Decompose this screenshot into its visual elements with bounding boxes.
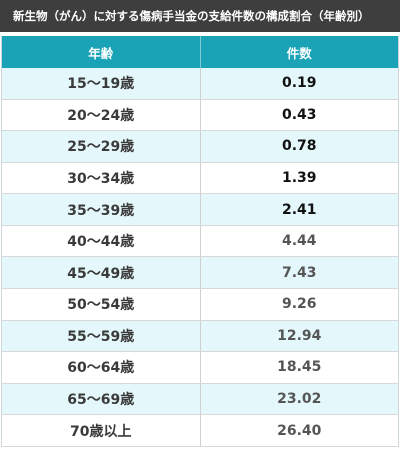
age-cell: 55〜59歳 [2,320,201,352]
value-cell: 0.19 [281,75,317,92]
age-cell: 45〜49歳 [2,257,201,289]
table-row: 60〜64歳 18.45 [2,352,398,384]
value-cell: 12.94 [277,327,322,344]
table-row: 25〜29歳 0.78 [2,131,398,163]
age-cell: 35〜39歳 [2,194,201,225]
table-row: 30〜34歳 1.39 [2,162,398,195]
value-cell: 26.40 [277,422,322,439]
value-cell: 9.26 [281,296,317,313]
value-cell: 0.78 [281,138,317,155]
table-row: 40〜44歳 4.44 [2,225,398,258]
age-cell: 25〜29歳 [2,131,201,162]
value-cell: 23.02 [277,391,322,408]
table-row: 15〜19歳 0.19 [2,68,398,100]
table-row: 50〜54歳 9.26 [2,289,398,321]
table-row: 55〜59歳 12.94 [2,320,398,353]
table-body: 15〜19歳 0.19 20〜24歳 0.43 25〜29歳 0.78 30〜34歳 1.39… [2,68,398,447]
age-cell: 50〜54歳 [2,289,201,320]
age-cell: 15〜19歳 [2,68,201,99]
value-cell: 7.43 [281,264,317,281]
column-header-age: 年齢 [2,36,201,68]
data-table: 年齢 件数 15〜19歳 0.19 20〜24歳 0.43 25〜29歳 0.78 30〜3… [1,36,399,447]
age-cell: 40〜44歳 [2,225,201,257]
value-cell: 1.39 [281,170,317,187]
table-row: 45〜49歳 7.43 [2,257,398,290]
value-cell: 2.41 [281,201,317,218]
column-header-count: 件数 [286,45,312,61]
table-row: 65〜69歳 23.02 [2,383,398,416]
value-cell: 0.43 [281,106,317,123]
table-row: 70歳以上 26.40 [2,415,398,447]
age-cell: 70歳以上 [2,415,201,446]
table-header-row: 年齢 件数 [2,36,398,68]
value-cell: 4.44 [281,233,317,250]
table-row: 35〜39歳 2.41 [2,194,398,226]
value-cell: 18.45 [277,359,322,376]
age-cell: 65〜69歳 [2,383,201,415]
table-row: 20〜24歳 0.43 [2,99,398,132]
age-cell: 20〜24歳 [2,99,201,131]
table-title: 新生物（がん）に対する傷病手当金の支給件数の構成割合（年齢別） [0,0,400,32]
age-cell: 30〜34歳 [2,162,201,194]
age-cell: 60〜64歳 [2,352,201,383]
